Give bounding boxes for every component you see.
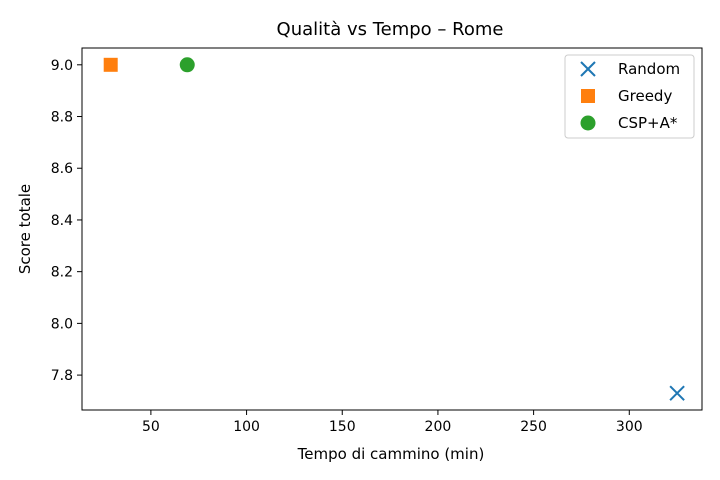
y-tick-label: 8.0	[51, 316, 73, 332]
y-tick-label: 8.4	[51, 213, 73, 229]
legend-label: Greedy	[618, 87, 672, 105]
x-tick-label: 50	[142, 419, 160, 435]
x-marker-stroke	[580, 61, 596, 77]
legend: Random Greedy CSP+A*	[564, 54, 695, 139]
x-tick-label: 300	[616, 419, 643, 435]
x-marker-stroke	[669, 385, 685, 401]
y-tick-label: 8.6	[51, 161, 73, 177]
chart-title: Qualità vs Tempo – Rome	[277, 19, 504, 40]
legend-label: Random	[618, 60, 680, 78]
y-axis-label: Score totale	[16, 184, 34, 274]
x-tick-label: 150	[329, 419, 356, 435]
legend-marker	[580, 115, 596, 131]
data-point-csp-a-	[179, 57, 195, 73]
legend-marker	[580, 61, 596, 77]
y-tick-label: 9.0	[51, 58, 73, 74]
y-tick-label: 8.2	[51, 265, 73, 281]
x-tick-label: 250	[520, 419, 547, 435]
axes: 50 100 150 200 250 300 7.8 8.0 8.2 8.4 8.6 8.8 9.0	[51, 47, 703, 435]
plot-frame	[81, 47, 703, 411]
x-tick-label: 200	[425, 419, 452, 435]
data-point-greedy	[103, 57, 118, 72]
x-tick-label: 100	[233, 419, 260, 435]
data-point-random	[669, 385, 685, 401]
legend-label: CSP+A*	[618, 114, 678, 132]
y-tick-label: 8.8	[51, 110, 73, 126]
x-axis-label: Tempo di cammino (min)	[297, 445, 485, 463]
y-tick-label: 7.8	[51, 368, 73, 384]
legend-marker	[581, 89, 595, 103]
legend-box	[564, 54, 695, 139]
data-points	[103, 57, 685, 401]
